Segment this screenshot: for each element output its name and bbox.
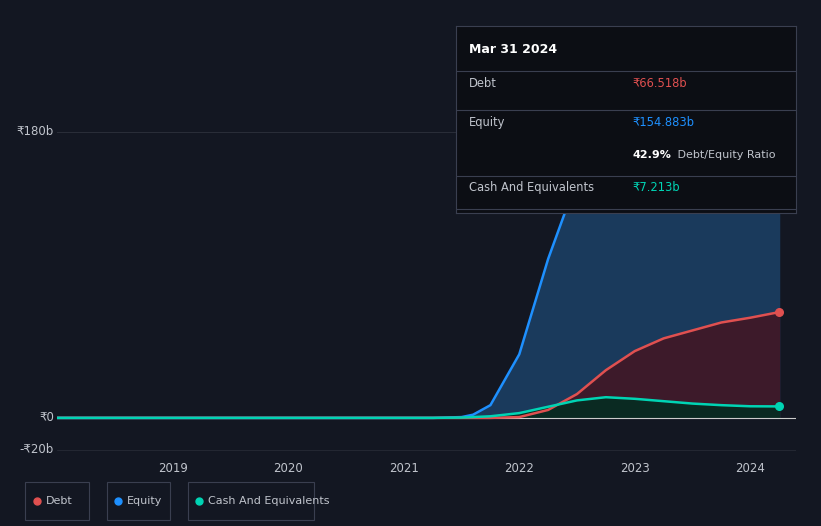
Text: ₹154.883b: ₹154.883b (633, 116, 695, 129)
Text: 42.9%: 42.9% (633, 149, 672, 159)
Text: Cash And Equivalents: Cash And Equivalents (209, 496, 330, 506)
Text: Mar 31 2024: Mar 31 2024 (470, 43, 557, 56)
Text: Equity: Equity (127, 496, 163, 506)
Point (773, 308, 786, 316)
Point (773, 167, 786, 176)
Text: ₹66.518b: ₹66.518b (633, 77, 687, 90)
Text: Equity: Equity (470, 116, 506, 129)
Text: -₹20b: -₹20b (20, 443, 54, 456)
Text: ₹180b: ₹180b (16, 125, 54, 138)
Text: Debt/Equity Ratio: Debt/Equity Ratio (674, 149, 775, 159)
Text: ₹0: ₹0 (39, 411, 54, 424)
Point (773, 402, 786, 411)
Text: Debt: Debt (46, 496, 72, 506)
Text: ₹7.213b: ₹7.213b (633, 181, 681, 194)
Text: Debt: Debt (470, 77, 498, 90)
Text: Cash And Equivalents: Cash And Equivalents (470, 181, 594, 194)
